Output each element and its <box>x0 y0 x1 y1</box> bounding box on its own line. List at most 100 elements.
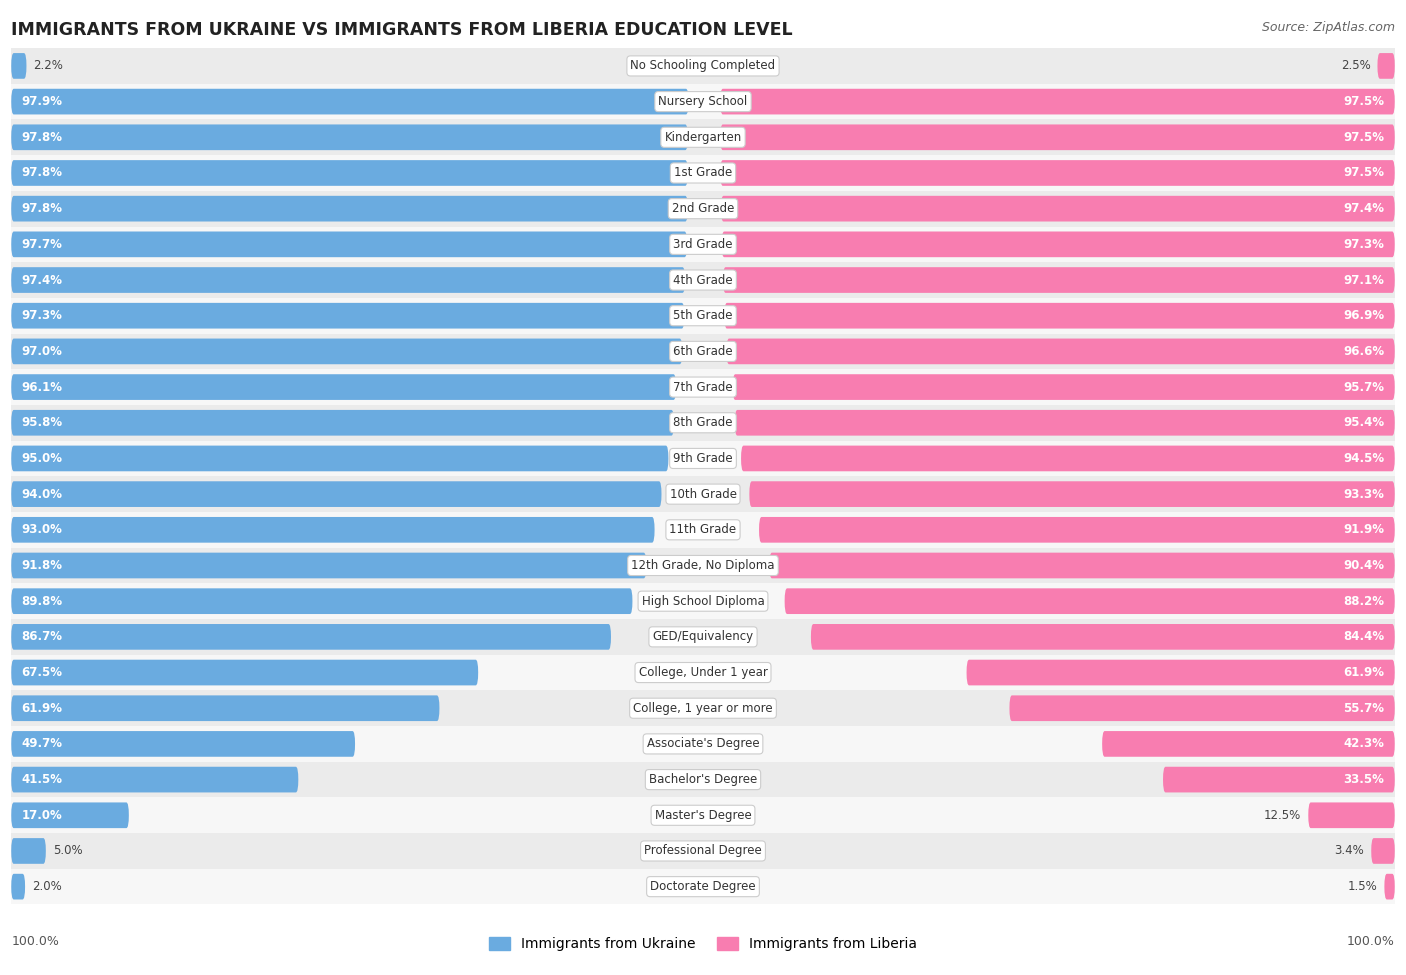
Text: 2.5%: 2.5% <box>1341 59 1371 72</box>
Text: 2.0%: 2.0% <box>32 880 62 893</box>
FancyBboxPatch shape <box>11 303 685 329</box>
Text: 33.5%: 33.5% <box>1344 773 1385 786</box>
FancyBboxPatch shape <box>11 160 688 186</box>
Text: 100.0%: 100.0% <box>1347 935 1395 948</box>
FancyBboxPatch shape <box>723 267 1395 292</box>
FancyBboxPatch shape <box>1385 874 1395 900</box>
Text: 97.5%: 97.5% <box>1343 96 1385 108</box>
Text: 61.9%: 61.9% <box>1343 666 1385 679</box>
Text: Master's Degree: Master's Degree <box>655 809 751 822</box>
Text: 97.3%: 97.3% <box>21 309 62 322</box>
Text: 1st Grade: 1st Grade <box>673 167 733 179</box>
Text: 96.1%: 96.1% <box>21 380 63 394</box>
FancyBboxPatch shape <box>11 695 440 722</box>
Text: 7th Grade: 7th Grade <box>673 380 733 394</box>
Text: 42.3%: 42.3% <box>1344 737 1385 751</box>
Text: 97.5%: 97.5% <box>1343 131 1385 143</box>
Text: 5th Grade: 5th Grade <box>673 309 733 322</box>
FancyBboxPatch shape <box>727 338 1395 365</box>
FancyBboxPatch shape <box>1378 53 1395 79</box>
FancyBboxPatch shape <box>11 374 676 400</box>
FancyBboxPatch shape <box>11 588 633 614</box>
Text: 97.4%: 97.4% <box>1343 202 1385 215</box>
Bar <box>11 84 1395 120</box>
Text: 12th Grade, No Diploma: 12th Grade, No Diploma <box>631 559 775 572</box>
Text: 3rd Grade: 3rd Grade <box>673 238 733 251</box>
Text: 96.6%: 96.6% <box>1343 345 1385 358</box>
Bar <box>11 262 1395 298</box>
FancyBboxPatch shape <box>720 89 1395 114</box>
FancyBboxPatch shape <box>11 338 682 365</box>
Bar <box>11 298 1395 333</box>
Text: 97.4%: 97.4% <box>21 274 63 287</box>
Text: 2.2%: 2.2% <box>34 59 63 72</box>
FancyBboxPatch shape <box>11 624 612 649</box>
Text: 97.1%: 97.1% <box>1344 274 1385 287</box>
FancyBboxPatch shape <box>11 267 685 292</box>
Text: 97.8%: 97.8% <box>21 167 63 179</box>
Bar <box>11 370 1395 405</box>
Text: 17.0%: 17.0% <box>21 809 62 822</box>
Text: GED/Equivalency: GED/Equivalency <box>652 631 754 644</box>
Bar <box>11 548 1395 583</box>
FancyBboxPatch shape <box>769 553 1395 578</box>
Text: Nursery School: Nursery School <box>658 96 748 108</box>
FancyBboxPatch shape <box>1308 802 1395 828</box>
Text: Bachelor's Degree: Bachelor's Degree <box>650 773 756 786</box>
Text: High School Diploma: High School Diploma <box>641 595 765 607</box>
FancyBboxPatch shape <box>759 517 1395 543</box>
Text: 97.8%: 97.8% <box>21 131 63 143</box>
FancyBboxPatch shape <box>11 802 129 828</box>
Text: 97.9%: 97.9% <box>21 96 63 108</box>
Text: 3.4%: 3.4% <box>1334 844 1364 857</box>
Text: 2nd Grade: 2nd Grade <box>672 202 734 215</box>
Text: 95.0%: 95.0% <box>21 452 63 465</box>
FancyBboxPatch shape <box>11 482 661 507</box>
Text: 95.7%: 95.7% <box>1343 380 1385 394</box>
FancyBboxPatch shape <box>11 125 688 150</box>
FancyBboxPatch shape <box>1371 838 1395 864</box>
FancyBboxPatch shape <box>11 838 46 864</box>
Text: 1.5%: 1.5% <box>1348 880 1378 893</box>
Bar <box>11 654 1395 690</box>
Text: 97.3%: 97.3% <box>1344 238 1385 251</box>
Text: 89.8%: 89.8% <box>21 595 63 607</box>
Text: 97.0%: 97.0% <box>21 345 62 358</box>
Text: 41.5%: 41.5% <box>21 773 63 786</box>
Text: 97.5%: 97.5% <box>1343 167 1385 179</box>
Text: No Schooling Completed: No Schooling Completed <box>630 59 776 72</box>
Text: 6th Grade: 6th Grade <box>673 345 733 358</box>
Bar <box>11 726 1395 761</box>
FancyBboxPatch shape <box>11 53 27 79</box>
Text: Kindergarten: Kindergarten <box>665 131 741 143</box>
Text: 91.8%: 91.8% <box>21 559 63 572</box>
Legend: Immigrants from Ukraine, Immigrants from Liberia: Immigrants from Ukraine, Immigrants from… <box>484 932 922 956</box>
Text: 91.9%: 91.9% <box>1343 524 1385 536</box>
Text: Doctorate Degree: Doctorate Degree <box>650 880 756 893</box>
Bar <box>11 619 1395 654</box>
Bar <box>11 798 1395 833</box>
Text: 86.7%: 86.7% <box>21 631 63 644</box>
FancyBboxPatch shape <box>11 517 655 543</box>
FancyBboxPatch shape <box>733 374 1395 400</box>
FancyBboxPatch shape <box>724 303 1395 329</box>
Text: 9th Grade: 9th Grade <box>673 452 733 465</box>
Bar <box>11 48 1395 84</box>
Text: 12.5%: 12.5% <box>1264 809 1302 822</box>
Text: Associate's Degree: Associate's Degree <box>647 737 759 751</box>
FancyBboxPatch shape <box>1102 731 1395 757</box>
Text: Professional Degree: Professional Degree <box>644 844 762 857</box>
Text: 84.4%: 84.4% <box>1343 631 1385 644</box>
Text: 97.7%: 97.7% <box>21 238 62 251</box>
Bar <box>11 833 1395 869</box>
FancyBboxPatch shape <box>721 231 1395 257</box>
Bar <box>11 226 1395 262</box>
Text: College, Under 1 year: College, Under 1 year <box>638 666 768 679</box>
Bar <box>11 583 1395 619</box>
Text: 67.5%: 67.5% <box>21 666 63 679</box>
FancyBboxPatch shape <box>11 660 478 685</box>
FancyBboxPatch shape <box>741 446 1395 471</box>
Text: 88.2%: 88.2% <box>1343 595 1385 607</box>
Text: 93.0%: 93.0% <box>21 524 62 536</box>
FancyBboxPatch shape <box>785 588 1395 614</box>
